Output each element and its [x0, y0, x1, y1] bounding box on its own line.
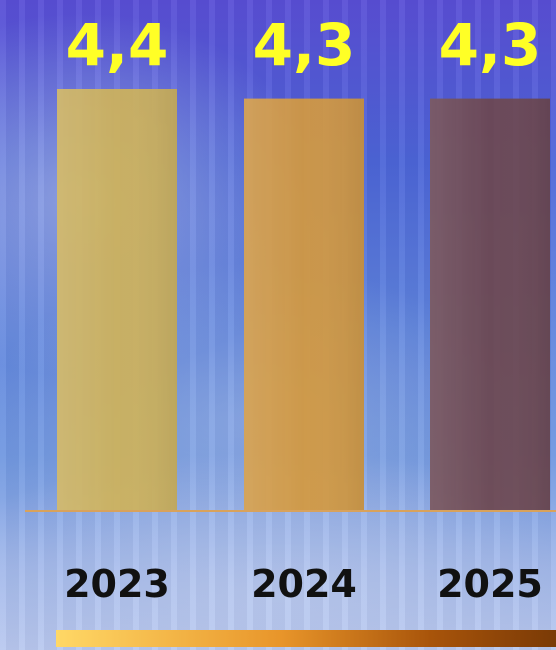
value-label-2024: 4,3 — [253, 11, 356, 79]
value-label-2023: 4,4 — [66, 11, 169, 79]
bar-sheen-2024 — [244, 98, 364, 511]
category-labels-group: 2023 2024 2025 — [64, 562, 543, 606]
accent-gradient-bar — [56, 630, 556, 647]
category-label-2024: 2024 — [251, 562, 357, 606]
bars-group — [57, 89, 550, 511]
bar-sheen-2023 — [57, 89, 177, 511]
bar-sheen-2025 — [430, 98, 550, 511]
category-label-2025: 2025 — [437, 562, 543, 606]
value-label-2025: 4,3 — [439, 11, 542, 79]
value-labels-group: 4,4 4,3 4,3 — [66, 11, 542, 79]
category-label-2023: 2023 — [64, 562, 170, 606]
